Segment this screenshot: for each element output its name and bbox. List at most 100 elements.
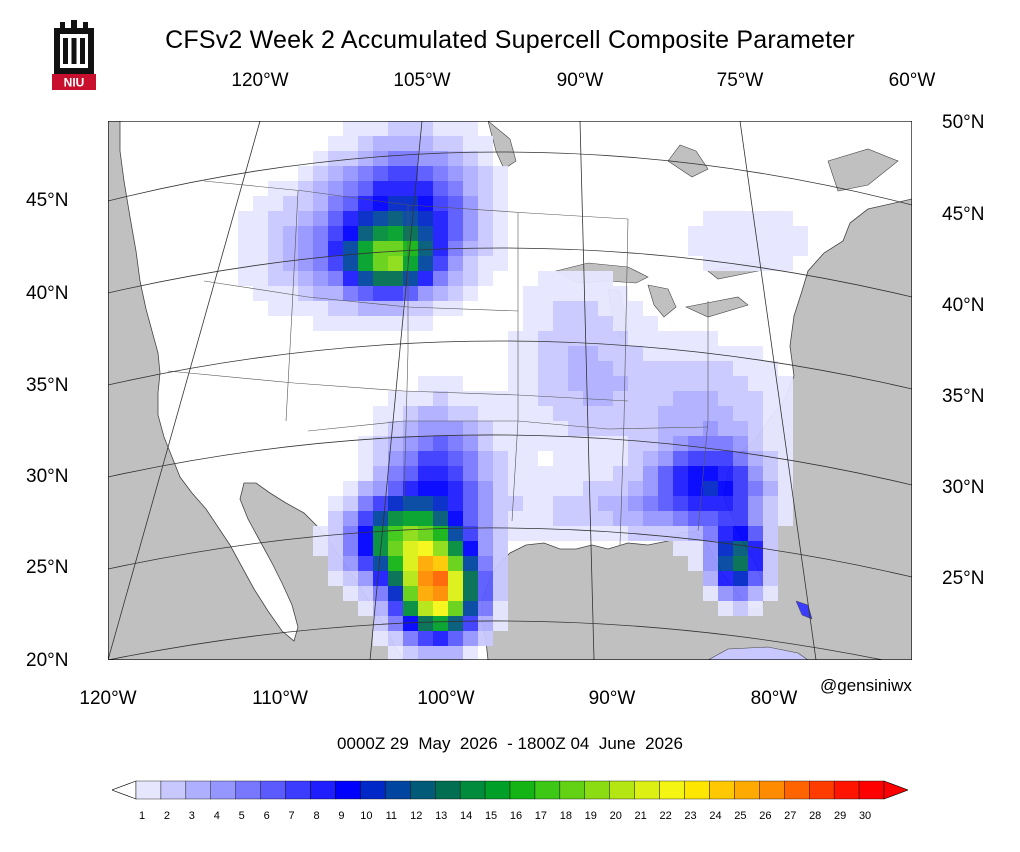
scp-cell xyxy=(268,241,283,256)
scp-cell xyxy=(478,586,493,601)
scp-cell xyxy=(463,541,478,556)
scp-cell xyxy=(733,496,748,511)
scp-cell xyxy=(523,316,538,331)
map xyxy=(108,121,912,660)
scp-cell xyxy=(328,241,343,256)
scp-cell xyxy=(433,481,448,496)
scp-cell xyxy=(643,496,658,511)
scp-cell xyxy=(448,541,463,556)
top-lon-label: 75°W xyxy=(716,70,764,91)
scp-cell xyxy=(418,136,433,151)
scp-cell xyxy=(568,286,583,301)
scp-cell xyxy=(748,346,763,361)
scp-cell xyxy=(508,436,523,451)
credit: @gensiniwx xyxy=(820,676,912,695)
scp-cell xyxy=(478,481,493,496)
scp-cell xyxy=(748,526,763,541)
scp-cell xyxy=(763,211,778,226)
scp-cell xyxy=(433,391,448,406)
scp-cell xyxy=(388,571,403,586)
scp-cell xyxy=(508,331,523,346)
scp-cell xyxy=(583,271,598,286)
scp-cell xyxy=(613,376,628,391)
scp-cell xyxy=(568,496,583,511)
scp-cell xyxy=(628,331,643,346)
scp-cell xyxy=(448,646,463,660)
scp-cell xyxy=(553,316,568,331)
scp-cell xyxy=(358,316,373,331)
scp-cell xyxy=(688,556,703,571)
scp-cell xyxy=(628,496,643,511)
scp-cell xyxy=(448,166,463,181)
colorbar-swatch xyxy=(135,780,162,800)
scp-cell xyxy=(358,541,373,556)
scp-cell xyxy=(733,511,748,526)
scp-cell xyxy=(463,601,478,616)
right-lat-label: 50°N xyxy=(942,112,985,133)
scp-cell xyxy=(598,346,613,361)
scp-cell xyxy=(463,466,478,481)
scp-cell xyxy=(538,526,553,541)
scp-cell xyxy=(553,391,568,406)
scp-cell xyxy=(688,526,703,541)
scp-cell xyxy=(373,271,388,286)
colorbar-label: 26 xyxy=(759,810,772,822)
colorbar-label: 7 xyxy=(288,810,295,822)
scp-cell xyxy=(568,481,583,496)
scp-cell xyxy=(718,451,733,466)
scp-cell xyxy=(553,511,568,526)
scp-cell xyxy=(763,226,778,241)
scp-cell xyxy=(778,241,793,256)
scp-cell xyxy=(493,451,508,466)
scp-cell xyxy=(388,136,403,151)
scp-cell xyxy=(658,511,673,526)
scp-cell xyxy=(448,196,463,211)
scp-cell xyxy=(343,166,358,181)
scp-cell xyxy=(628,376,643,391)
scp-cell xyxy=(463,571,478,586)
scp-cell xyxy=(508,391,523,406)
scp-cell xyxy=(553,421,568,436)
scp-cell xyxy=(343,241,358,256)
scp-cell xyxy=(733,451,748,466)
scp-cell xyxy=(433,226,448,241)
scp-cell xyxy=(553,376,568,391)
scp-cell xyxy=(688,436,703,451)
scp-cell xyxy=(688,391,703,406)
scp-cell xyxy=(283,241,298,256)
scp-cell xyxy=(478,541,493,556)
scp-cell xyxy=(673,481,688,496)
scp-cell xyxy=(748,421,763,436)
scp-cell xyxy=(493,601,508,616)
scp-cell xyxy=(478,226,493,241)
scp-cell xyxy=(448,121,463,136)
colorbar-swatch xyxy=(310,780,336,800)
colorbar-swatch xyxy=(335,780,361,800)
scp-cell xyxy=(733,481,748,496)
scp-cell xyxy=(478,196,493,211)
scp-cell xyxy=(478,406,493,421)
scp-cell xyxy=(748,481,763,496)
colorbar-swatch xyxy=(784,780,810,800)
scp-cell xyxy=(598,361,613,376)
scp-cell xyxy=(433,151,448,166)
scp-cell xyxy=(718,436,733,451)
scp-cell xyxy=(253,226,268,241)
scp-cell xyxy=(748,436,763,451)
scp-cell xyxy=(733,361,748,376)
scp-cell xyxy=(493,406,508,421)
scp-cell xyxy=(733,421,748,436)
scp-cell xyxy=(418,286,433,301)
scp-cell xyxy=(418,571,433,586)
scp-cell xyxy=(508,406,523,421)
scp-cell xyxy=(673,451,688,466)
scp-cell xyxy=(463,271,478,286)
scp-cell xyxy=(433,601,448,616)
scp-cell xyxy=(523,361,538,376)
scp-cell xyxy=(493,481,508,496)
scp-cell xyxy=(673,331,688,346)
scp-cell xyxy=(718,256,733,271)
scp-cell xyxy=(628,466,643,481)
scp-cell xyxy=(613,466,628,481)
scp-cell xyxy=(628,346,643,361)
